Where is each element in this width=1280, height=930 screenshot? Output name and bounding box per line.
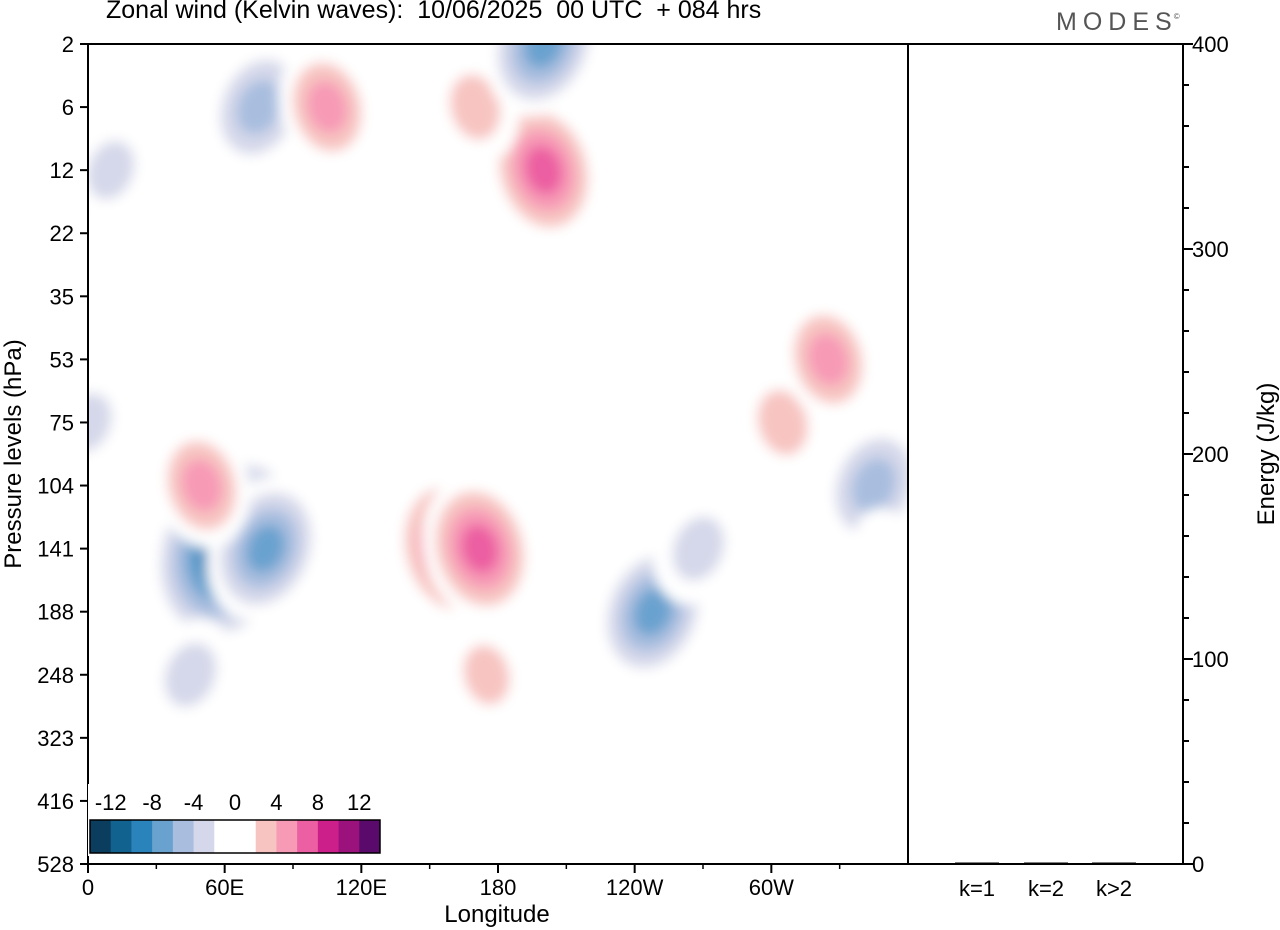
wind-anomaly-contour xyxy=(523,760,587,842)
wind-anomaly-contour xyxy=(181,459,223,512)
colorbar-swatch xyxy=(276,820,298,853)
y-tick-label: 75 xyxy=(50,410,74,435)
energy-bar xyxy=(955,862,999,864)
wind-anomaly-contour xyxy=(837,755,908,847)
y-tick-label: 104 xyxy=(37,474,74,499)
x-tick-label: 120E xyxy=(336,875,387,900)
y-tick-label: 12 xyxy=(50,158,74,183)
colorbar: -12 -8 -4 0 4 8 12 xyxy=(88,784,382,856)
wind-anomaly-contour xyxy=(524,145,563,195)
chart-title: Zonal wind (Kelvin waves): 10/06/2025 00… xyxy=(106,0,762,24)
y-tick-label: 528 xyxy=(37,852,74,877)
y-tick-label: 22 xyxy=(50,221,74,246)
energy-panel: 0 100 200 300 400 Energy (J/kg) k=1 k=2 k>2 xyxy=(908,32,1280,901)
wind-field-plot xyxy=(88,44,908,864)
colorbar-label: -8 xyxy=(142,790,162,815)
y-tick-label: 53 xyxy=(50,347,74,372)
colorbar-label: -12 xyxy=(95,790,127,815)
energy-y-tick-label: 300 xyxy=(1192,237,1229,262)
brand-name: MODES xyxy=(1056,8,1178,36)
wind-anomaly-contour xyxy=(853,508,908,590)
y-tick-label: 323 xyxy=(37,726,74,751)
wind-anomaly-contour xyxy=(236,79,282,135)
energy-y-tick-label: 0 xyxy=(1192,852,1204,877)
energy-y-tick-label: 100 xyxy=(1192,647,1229,672)
energy-category-label: k>2 xyxy=(1096,876,1132,901)
colorbar-label: 8 xyxy=(312,790,324,815)
colorbar-frame xyxy=(89,819,381,854)
energy-bar xyxy=(1024,862,1068,864)
colorbar-swatch xyxy=(110,820,132,853)
wind-anomaly-contour xyxy=(463,645,510,705)
y-tick-label: 6 xyxy=(62,95,74,120)
colorbar-swatch xyxy=(152,820,174,853)
colorbar-swatch xyxy=(255,820,277,853)
y-tick-label: 141 xyxy=(37,537,74,562)
colorbar-label: -4 xyxy=(184,790,204,815)
colorbar-swatch xyxy=(317,820,340,853)
colorbar-swatch xyxy=(193,820,215,853)
brand-logo: MODES© xyxy=(1056,8,1184,37)
x-tick-label: 0 xyxy=(82,875,94,900)
y-tick-label: 2 xyxy=(62,32,74,57)
wind-anomaly-contour xyxy=(246,524,286,573)
colorbar-swatch xyxy=(297,820,319,853)
wind-anomaly-contour xyxy=(851,458,897,514)
anomaly-layer xyxy=(88,44,908,847)
wind-anomaly-contour xyxy=(633,587,673,636)
wind-anomaly-contour xyxy=(672,516,725,581)
x-tick-label: 60W xyxy=(749,875,794,900)
y-tick-label: 35 xyxy=(50,284,74,309)
wind-anomaly-contour xyxy=(164,642,217,707)
wind-anomaly-contour xyxy=(88,140,135,200)
wind-anomaly-contour xyxy=(88,371,129,474)
energy-category-label: k=2 xyxy=(1028,876,1064,901)
colorbar-swatch xyxy=(359,820,381,853)
brand-mark: © xyxy=(1173,12,1180,21)
energy-axis-label: Energy (J/kg) xyxy=(1253,383,1280,526)
colorbar-swatch xyxy=(235,820,257,853)
x-axis-label: Longitude xyxy=(444,901,549,928)
y-tick-label: 188 xyxy=(37,600,74,625)
x-tick-label: 180 xyxy=(480,875,517,900)
y-tick-label: 416 xyxy=(37,789,74,814)
x-tick-label: 60E xyxy=(205,875,244,900)
colorbar-label: 0 xyxy=(229,790,241,815)
colorbar-swatch xyxy=(90,820,112,853)
colorbar-swatch xyxy=(338,820,360,853)
colorbar-label: 4 xyxy=(270,790,282,815)
colorbar-swatch xyxy=(214,820,236,853)
colorbar-swatch xyxy=(131,820,153,853)
y-axis-label: Pressure levels (hPa) xyxy=(0,339,27,568)
energy-y-tick-label: 200 xyxy=(1192,442,1229,467)
wind-anomaly-contour xyxy=(450,74,501,140)
energy-y-tick-label: 400 xyxy=(1192,32,1229,57)
colorbar-label: 12 xyxy=(347,790,371,815)
energy-category-label: k=1 xyxy=(959,876,995,901)
energy-bar xyxy=(1092,862,1136,864)
wind-anomaly-contour xyxy=(524,44,563,68)
wind-anomaly-contour xyxy=(460,524,499,573)
wind-anomaly-contour xyxy=(188,251,262,342)
wind-anomaly-contour xyxy=(306,80,348,134)
colorbar-swatch xyxy=(172,820,195,853)
wind-anomaly-contour xyxy=(757,389,808,455)
x-tick-label: 120W xyxy=(606,875,664,900)
wind-anomaly-contour xyxy=(808,333,849,386)
y-tick-label: 248 xyxy=(37,663,74,688)
